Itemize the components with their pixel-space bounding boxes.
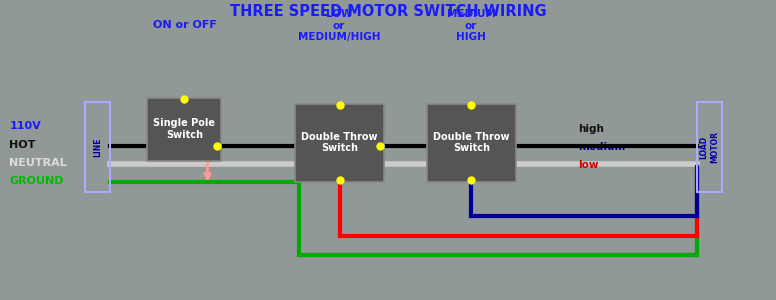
Text: LINE: LINE	[93, 137, 102, 157]
Text: ON or OFF: ON or OFF	[153, 20, 217, 29]
Text: MEDIUM
or
HIGH: MEDIUM or HIGH	[447, 9, 495, 42]
Text: Single Pole
Switch: Single Pole Switch	[154, 118, 215, 140]
FancyBboxPatch shape	[295, 103, 384, 182]
FancyBboxPatch shape	[427, 103, 516, 182]
Text: GROUND: GROUND	[9, 176, 64, 187]
Text: Double Throw
Switch: Double Throw Switch	[433, 132, 510, 153]
Text: high: high	[578, 124, 604, 134]
Text: NEUTRAL: NEUTRAL	[9, 158, 67, 169]
Text: medium: medium	[578, 142, 625, 152]
Text: LOW
or
MEDIUM/HIGH: LOW or MEDIUM/HIGH	[298, 9, 380, 42]
Text: THREE SPEED MOTOR SWITCH WIRING: THREE SPEED MOTOR SWITCH WIRING	[230, 4, 546, 20]
Text: Double Throw
Switch: Double Throw Switch	[301, 132, 378, 153]
Text: HOT: HOT	[9, 140, 36, 151]
Text: LOAD
MOTOR: LOAD MOTOR	[700, 131, 719, 163]
FancyBboxPatch shape	[147, 98, 221, 160]
Text: low: low	[578, 160, 598, 170]
Text: 110V: 110V	[9, 121, 41, 131]
